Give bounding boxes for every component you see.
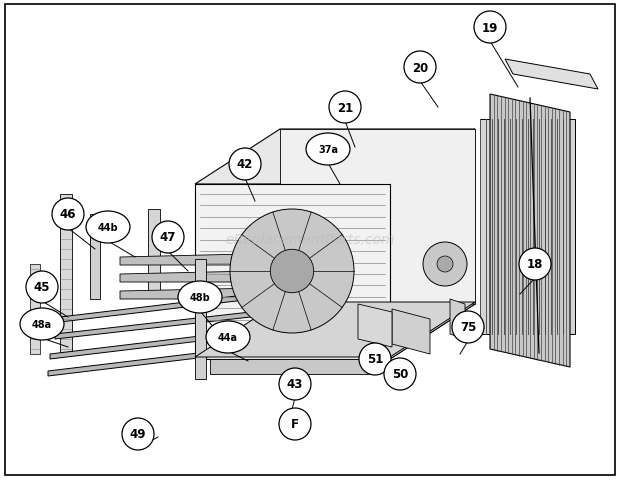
Text: 50: 50 bbox=[392, 368, 408, 381]
Circle shape bbox=[270, 250, 314, 293]
Text: 48b: 48b bbox=[190, 292, 210, 302]
Text: 48a: 48a bbox=[32, 319, 52, 329]
Text: 43: 43 bbox=[287, 378, 303, 391]
Polygon shape bbox=[195, 130, 475, 185]
Ellipse shape bbox=[474, 12, 506, 44]
Ellipse shape bbox=[206, 321, 250, 353]
Ellipse shape bbox=[52, 199, 84, 230]
Polygon shape bbox=[195, 260, 206, 379]
Polygon shape bbox=[120, 253, 290, 265]
Text: 47: 47 bbox=[160, 231, 176, 244]
Polygon shape bbox=[60, 289, 295, 323]
Ellipse shape bbox=[404, 52, 436, 84]
Polygon shape bbox=[280, 130, 475, 304]
Polygon shape bbox=[210, 359, 375, 374]
Polygon shape bbox=[505, 60, 598, 90]
Text: 49: 49 bbox=[130, 428, 146, 441]
Text: 44b: 44b bbox=[98, 223, 118, 232]
Ellipse shape bbox=[519, 249, 551, 280]
Polygon shape bbox=[90, 215, 100, 300]
Ellipse shape bbox=[229, 149, 261, 180]
Ellipse shape bbox=[178, 281, 222, 313]
Ellipse shape bbox=[329, 92, 361, 124]
Text: F: F bbox=[291, 418, 299, 431]
Polygon shape bbox=[490, 95, 570, 367]
Polygon shape bbox=[55, 307, 295, 339]
Polygon shape bbox=[480, 120, 575, 334]
Ellipse shape bbox=[306, 134, 350, 166]
Text: 20: 20 bbox=[412, 61, 428, 74]
Ellipse shape bbox=[279, 408, 311, 440]
Text: 44a: 44a bbox=[218, 332, 238, 342]
Text: eReplacementParts.com: eReplacementParts.com bbox=[225, 233, 395, 247]
Circle shape bbox=[437, 256, 453, 273]
Ellipse shape bbox=[359, 343, 391, 375]
Text: 18: 18 bbox=[527, 258, 543, 271]
Polygon shape bbox=[358, 304, 392, 347]
Ellipse shape bbox=[122, 418, 154, 450]
Polygon shape bbox=[60, 194, 72, 354]
Text: 19: 19 bbox=[482, 22, 498, 35]
Ellipse shape bbox=[384, 358, 416, 390]
Ellipse shape bbox=[26, 271, 58, 303]
Ellipse shape bbox=[279, 368, 311, 400]
Text: 42: 42 bbox=[237, 158, 253, 171]
Ellipse shape bbox=[452, 312, 484, 343]
Text: 75: 75 bbox=[460, 321, 476, 334]
Polygon shape bbox=[48, 341, 298, 376]
Polygon shape bbox=[50, 324, 300, 359]
Polygon shape bbox=[450, 300, 465, 339]
Polygon shape bbox=[390, 130, 475, 359]
Circle shape bbox=[423, 242, 467, 287]
Ellipse shape bbox=[86, 212, 130, 243]
Ellipse shape bbox=[152, 222, 184, 253]
Polygon shape bbox=[195, 185, 390, 359]
Polygon shape bbox=[120, 288, 308, 300]
Text: 51: 51 bbox=[367, 353, 383, 366]
Polygon shape bbox=[30, 264, 40, 354]
Text: 45: 45 bbox=[33, 281, 50, 294]
Ellipse shape bbox=[20, 308, 64, 340]
Polygon shape bbox=[392, 309, 430, 354]
Polygon shape bbox=[148, 210, 160, 294]
Text: 46: 46 bbox=[60, 208, 76, 221]
Polygon shape bbox=[195, 304, 475, 359]
Text: 21: 21 bbox=[337, 101, 353, 114]
Circle shape bbox=[230, 210, 354, 333]
Text: 37a: 37a bbox=[318, 144, 338, 155]
Polygon shape bbox=[195, 302, 475, 357]
Polygon shape bbox=[120, 270, 300, 282]
